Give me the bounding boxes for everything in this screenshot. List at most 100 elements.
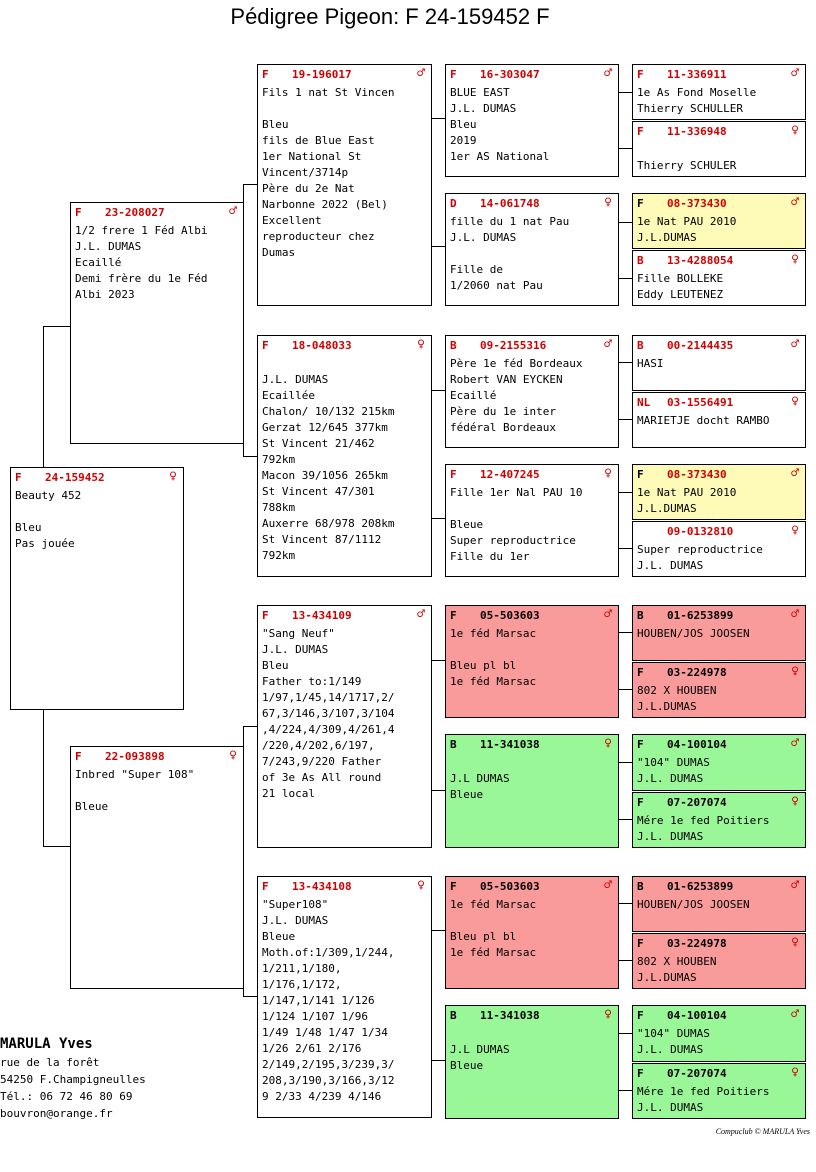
owner-address-street: rue de la forêt — [0, 1056, 100, 1069]
female-icon: ♀ — [417, 337, 425, 352]
male-icon: ♂ — [791, 878, 799, 893]
pigeon-card-g5[interactable]: F 04-100104 ♂ "104" DUMAS J.L. DUMAS — [632, 734, 806, 791]
card-header: NL 03-1556491 ♀ — [637, 394, 801, 413]
card-notes: J.L DUMAS Bleue — [450, 772, 510, 801]
country-code: F — [637, 197, 644, 210]
pigeon-card-g3[interactable]: F 13-434109 ♂ "Sang Neuf" J.L. DUMAS Ble… — [257, 605, 432, 848]
ring-number: 09-2155316 — [480, 339, 547, 352]
pigeon-card-g3[interactable]: F 13-434108 ♀ "Super108" J.L. DUMAS Bleu… — [257, 876, 432, 1118]
pigeon-card-g5[interactable]: F 07-207074 ♀ Mére 1e fed Poitiers J.L. … — [632, 792, 806, 848]
connector — [618, 419, 632, 420]
card-header: F 19-196017 ♂ — [262, 66, 427, 85]
pigeon-card-g4[interactable]: B 11-341038 ♀ J.L DUMAS Bleue — [445, 734, 619, 848]
connector — [618, 1033, 632, 1034]
connector — [243, 456, 257, 457]
connector — [243, 726, 257, 727]
pigeon-card-dam[interactable]: F 22-093898 ♀ Inbred "Super 108" Bleue — [70, 746, 244, 989]
card-notes: 802 X HOUBEN J.L.DUMAS — [637, 955, 717, 984]
card-notes: HASI — [637, 357, 664, 370]
female-icon: ♀ — [791, 794, 799, 809]
pigeon-card-g5[interactable]: F 03-224978 ♀ 802 X HOUBEN J.L.DUMAS — [632, 662, 806, 718]
connector — [243, 996, 257, 997]
female-icon: ♀ — [417, 878, 425, 893]
pigeon-card-g5[interactable]: F 04-100104 ♂ "104" DUMAS J.L. DUMAS — [632, 1005, 806, 1062]
card-notes: 1e féd Marsac Bleu pl bl 1e féd Marsac — [450, 627, 537, 688]
pigeon-card-g5[interactable]: F 08-373430 ♂ 1e Nat PAU 2010 J.L.DUMAS — [632, 464, 806, 520]
card-notes: Père 1e féd Bordeaux Robert VAN EYCKEN E… — [450, 357, 583, 434]
card-notes: Inbred "Super 108" Bleue — [75, 768, 195, 813]
pigeon-card-g4[interactable]: B 11-341038 ♀ J.L DUMAS Bleue — [445, 1005, 619, 1119]
country-code: F — [637, 738, 644, 751]
pigeon-card-g3[interactable]: F 18-048033 ♀ J.L. DUMAS Ecaillée Chalon… — [257, 335, 432, 577]
connector — [431, 1060, 445, 1061]
pigeon-card-g5[interactable]: B 01-6253899 ♂ HOUBEN/JOS JOOSEN — [632, 876, 806, 932]
card-header: B 01-6253899 ♂ — [637, 607, 801, 626]
card-header: 09-0132810 ♀ — [637, 523, 801, 542]
ring-number: 11-341038 — [480, 738, 540, 751]
card-notes: 802 X HOUBEN J.L.DUMAS — [637, 684, 717, 713]
card-header: F 23-208027 ♂ — [75, 204, 239, 223]
connector — [618, 632, 632, 633]
pigeon-card-g4[interactable]: D 14-061748 ♀ fille du 1 nat Pau J.L. DU… — [445, 193, 619, 306]
card-notes: "104" DUMAS J.L. DUMAS — [637, 1027, 710, 1056]
connector — [431, 246, 445, 247]
ring-number: 00-2144435 — [667, 339, 734, 352]
country-code: F — [262, 68, 269, 81]
pigeon-card-g5[interactable]: B 13-4288054 ♀ Fille BOLLEKE Eddy LEUTEN… — [632, 250, 806, 306]
card-notes: Fille BOLLEKE Eddy LEUTENEZ — [637, 272, 724, 301]
male-icon: ♂ — [791, 466, 799, 481]
pigeon-card-g4[interactable]: F 16-303047 ♂ BLUE EAST J.L. DUMAS Bleu … — [445, 64, 619, 177]
connector — [618, 148, 632, 149]
ring-number: 11-336948 — [667, 125, 727, 138]
pigeon-card-g5[interactable]: NL 03-1556491 ♀ MARIETJE docht RAMBO — [632, 392, 806, 448]
pigeon-card-g3[interactable]: F 19-196017 ♂ Fils 1 nat St Vincen Bleu … — [257, 64, 432, 306]
card-header: F 04-100104 ♂ — [637, 1007, 801, 1026]
card-notes: 1e féd Marsac Bleu pl bl 1e féd Marsac — [450, 898, 537, 959]
card-notes: HOUBEN/JOS JOOSEN — [637, 898, 750, 911]
female-icon: ♀ — [169, 469, 177, 484]
ring-number: 24-159452 — [45, 471, 105, 484]
male-icon: ♂ — [791, 66, 799, 81]
ring-number: 11-336911 — [667, 68, 727, 81]
card-notes: "Super108" J.L. DUMAS Bleue Moth.of:1/30… — [262, 898, 395, 1103]
pigeon-card-g4[interactable]: F 05-503603 ♂ 1e féd Marsac Bleu pl bl 1… — [445, 605, 619, 718]
connector — [618, 903, 632, 904]
country-code: B — [450, 339, 457, 352]
pigeon-card-subject[interactable]: F 24-159452 ♀ Beauty 452 Bleu Pas jouée — [10, 467, 184, 710]
pigeon-card-sire[interactable]: F 23-208027 ♂ 1/2 frere 1 Féd Albi J.L. … — [70, 202, 244, 444]
ring-number: 14-061748 — [480, 197, 540, 210]
pigeon-card-g5[interactable]: 09-0132810 ♀ Super reproductrice J.L. DU… — [632, 521, 806, 577]
pigeon-card-g5[interactable]: F 08-373430 ♂ 1e Nat PAU 2010 J.L.DUMAS — [632, 193, 806, 249]
pigeon-card-g5[interactable]: F 03-224978 ♀ 802 X HOUBEN J.L.DUMAS — [632, 933, 806, 989]
owner-phone: Tél.: 06 72 46 80 69 — [0, 1090, 133, 1103]
pigeon-card-g4[interactable]: F 05-503603 ♂ 1e féd Marsac Bleu pl bl 1… — [445, 876, 619, 989]
pigeon-card-g4[interactable]: B 09-2155316 ♂ Père 1e féd Bordeaux Robe… — [445, 335, 619, 448]
male-icon: ♂ — [604, 878, 612, 893]
pigeon-card-g5[interactable]: F 11-336948 ♀ Thierry SCHULER — [632, 121, 806, 177]
ring-number: 09-0132810 — [667, 525, 734, 538]
card-notes: Mére 1e fed Poitiers J.L. DUMAS — [637, 1085, 770, 1114]
card-notes: Fils 1 nat St Vincen Bleu fils de Blue E… — [262, 86, 395, 259]
owner-email[interactable]: bouvron@orange.fr — [0, 1107, 113, 1120]
ring-number: 19-196017 — [292, 68, 352, 81]
ring-number: 01-6253899 — [667, 609, 734, 622]
footer-credit: Compuclub © MARULA Yves — [715, 1127, 810, 1136]
connector — [431, 518, 445, 519]
card-notes: Super reproductrice J.L. DUMAS — [637, 543, 763, 572]
card-header: B 09-2155316 ♂ — [450, 337, 614, 356]
ring-number: 04-100104 — [667, 1009, 727, 1022]
card-header: F 03-224978 ♀ — [637, 935, 801, 954]
male-icon: ♂ — [791, 1007, 799, 1022]
card-notes: J.L DUMAS Bleue — [450, 1043, 510, 1072]
ring-number: 03-224978 — [667, 937, 727, 950]
pigeon-card-g5[interactable]: B 00-2144435 ♂ HASI — [632, 335, 806, 391]
pigeon-card-g5[interactable]: B 01-6253899 ♂ HOUBEN/JOS JOOSEN — [632, 605, 806, 661]
female-icon: ♀ — [604, 466, 612, 481]
connector — [618, 222, 632, 223]
pigeon-card-g5[interactable]: F 11-336911 ♂ 1e As Fond Moselle Thierry… — [632, 64, 806, 120]
card-header: F 05-503603 ♂ — [450, 607, 614, 626]
card-notes: HOUBEN/JOS JOOSEN — [637, 627, 750, 640]
pigeon-card-g5[interactable]: F 07-207074 ♀ Mére 1e fed Poitiers J.L. … — [632, 1063, 806, 1119]
pigeon-card-g4[interactable]: F 12-407245 ♀ Fille 1er Nal PAU 10 Bleue… — [445, 464, 619, 577]
connector — [431, 390, 445, 391]
